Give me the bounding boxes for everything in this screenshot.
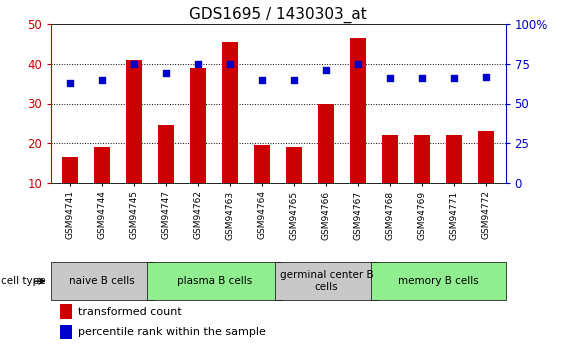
Bar bbox=[286, 147, 302, 183]
Title: GDS1695 / 1430303_at: GDS1695 / 1430303_at bbox=[190, 7, 367, 23]
Point bbox=[322, 67, 331, 73]
Text: transformed count: transformed count bbox=[78, 307, 182, 316]
Bar bbox=[51, 262, 153, 300]
Point bbox=[130, 61, 139, 67]
Text: percentile rank within the sample: percentile rank within the sample bbox=[78, 327, 266, 337]
Point bbox=[418, 75, 427, 81]
Text: cell type: cell type bbox=[1, 276, 45, 286]
Bar bbox=[60, 325, 72, 339]
Point bbox=[98, 77, 107, 82]
Bar bbox=[275, 262, 378, 300]
Point bbox=[225, 61, 235, 67]
Bar bbox=[446, 135, 462, 183]
Point bbox=[482, 74, 491, 79]
Bar bbox=[158, 125, 174, 183]
Bar bbox=[382, 135, 398, 183]
Point bbox=[66, 80, 75, 86]
Bar bbox=[60, 304, 72, 319]
Text: germinal center B
cells: germinal center B cells bbox=[279, 270, 373, 292]
Bar bbox=[190, 68, 206, 183]
Bar bbox=[414, 135, 431, 183]
Bar bbox=[62, 157, 78, 183]
Bar bbox=[478, 131, 494, 183]
Bar bbox=[350, 38, 366, 183]
Point bbox=[386, 75, 395, 81]
Point bbox=[258, 77, 267, 82]
Point bbox=[290, 77, 299, 82]
Bar bbox=[371, 262, 506, 300]
Bar bbox=[147, 262, 282, 300]
Text: memory B cells: memory B cells bbox=[398, 276, 479, 286]
Point bbox=[162, 71, 171, 76]
Bar bbox=[222, 42, 239, 183]
Text: plasma B cells: plasma B cells bbox=[177, 276, 252, 286]
Bar bbox=[94, 147, 110, 183]
Bar bbox=[318, 104, 335, 183]
Bar bbox=[126, 60, 143, 183]
Point bbox=[450, 75, 459, 81]
Point bbox=[354, 61, 363, 67]
Text: naive B cells: naive B cells bbox=[69, 276, 135, 286]
Point bbox=[194, 61, 203, 67]
Bar bbox=[254, 145, 270, 183]
